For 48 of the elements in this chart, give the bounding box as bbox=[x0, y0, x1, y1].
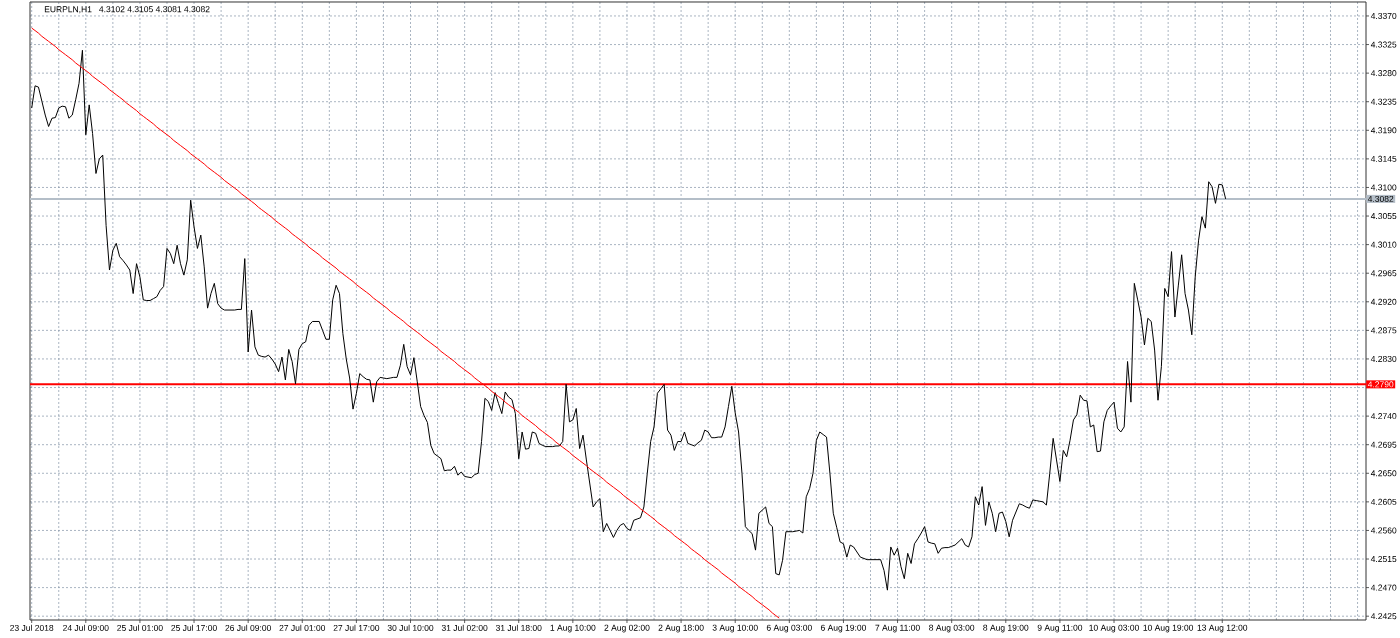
x-tick-label: 10 Aug 03:00 bbox=[1089, 624, 1139, 633]
x-tick-label: 6 Aug 19:00 bbox=[820, 624, 867, 633]
y-tick-label: 4.3100 bbox=[1370, 184, 1397, 191]
y-tick-label: 4.3010 bbox=[1370, 241, 1397, 248]
y-tick-label: 4.2515 bbox=[1370, 556, 1397, 563]
x-tick-label: 10 Aug 19:00 bbox=[1143, 624, 1194, 633]
x-tick-label: 24 Jul 09:00 bbox=[63, 624, 109, 631]
y-tick-label: 4.2740 bbox=[1370, 413, 1397, 420]
y-tick-label: 4.2920 bbox=[1370, 298, 1397, 305]
y-tick-label: 4.2470 bbox=[1370, 584, 1397, 591]
x-tick-label: 3 Aug 10:00 bbox=[712, 624, 758, 633]
x-tick-label: 27 Jul 01:00 bbox=[279, 624, 326, 631]
chart-title: EURPLN,H1 bbox=[44, 6, 92, 14]
y-tick-label: 4.2695 bbox=[1370, 441, 1397, 448]
y-tick-label: 4.3190 bbox=[1370, 127, 1397, 134]
x-tick-label: 13 Aug 12:00 bbox=[1197, 624, 1248, 633]
x-tick-label: 30 Jul 10:00 bbox=[387, 624, 434, 631]
y-tick-label: 4.2605 bbox=[1370, 498, 1397, 505]
y-tick-label: 4.2830 bbox=[1370, 355, 1397, 362]
ref-line-label: 4.2790 bbox=[1367, 381, 1394, 388]
y-tick-label: 4.3280 bbox=[1370, 70, 1397, 77]
y-tick-label: 4.2560 bbox=[1370, 527, 1397, 534]
y-tick-label: 4.2650 bbox=[1370, 470, 1397, 477]
x-tick-label: 25 Jul 17:00 bbox=[171, 624, 217, 631]
x-tick-label: 6 Aug 03:00 bbox=[766, 624, 812, 633]
y-tick-label: 4.2425 bbox=[1370, 613, 1397, 620]
x-tick-label: 23 Jul 2018 bbox=[10, 624, 54, 631]
x-tick-label: 9 Aug 11:00 bbox=[1037, 624, 1083, 633]
x-tick-label: 31 Jul 18:00 bbox=[495, 624, 542, 631]
y-tick-label: 4.3325 bbox=[1370, 41, 1397, 48]
x-tick-label: 31 Jul 02:00 bbox=[441, 624, 488, 631]
chart-subtitle: 4.3102 4.3105 4.3081 4.3082 bbox=[99, 6, 210, 13]
y-tick-label: 4.3055 bbox=[1370, 213, 1397, 220]
x-tick-label: 2 Aug 18:00 bbox=[658, 624, 704, 633]
x-tick-label: 8 Aug 03:00 bbox=[929, 624, 975, 633]
x-tick-label: 2 Aug 02:00 bbox=[604, 624, 650, 633]
x-tick-label: 25 Jul 01:00 bbox=[117, 624, 163, 631]
x-tick-label: 26 Jul 09:00 bbox=[225, 624, 271, 631]
y-tick-label: 4.2875 bbox=[1370, 327, 1397, 334]
x-tick-label: 8 Aug 19:00 bbox=[983, 624, 1029, 633]
x-tick-label: 27 Jul 17:00 bbox=[333, 624, 380, 631]
x-tick-label: 1 Aug 10:00 bbox=[550, 624, 596, 633]
y-tick-label: 4.3235 bbox=[1370, 98, 1397, 105]
y-tick-label: 4.3145 bbox=[1370, 155, 1397, 162]
y-tick-label: 4.3370 bbox=[1370, 12, 1397, 19]
ref-line-label: 4.3082 bbox=[1367, 195, 1394, 202]
y-tick-label: 4.2965 bbox=[1370, 270, 1397, 277]
x-tick-label: 7 Aug 11:00 bbox=[875, 624, 920, 633]
